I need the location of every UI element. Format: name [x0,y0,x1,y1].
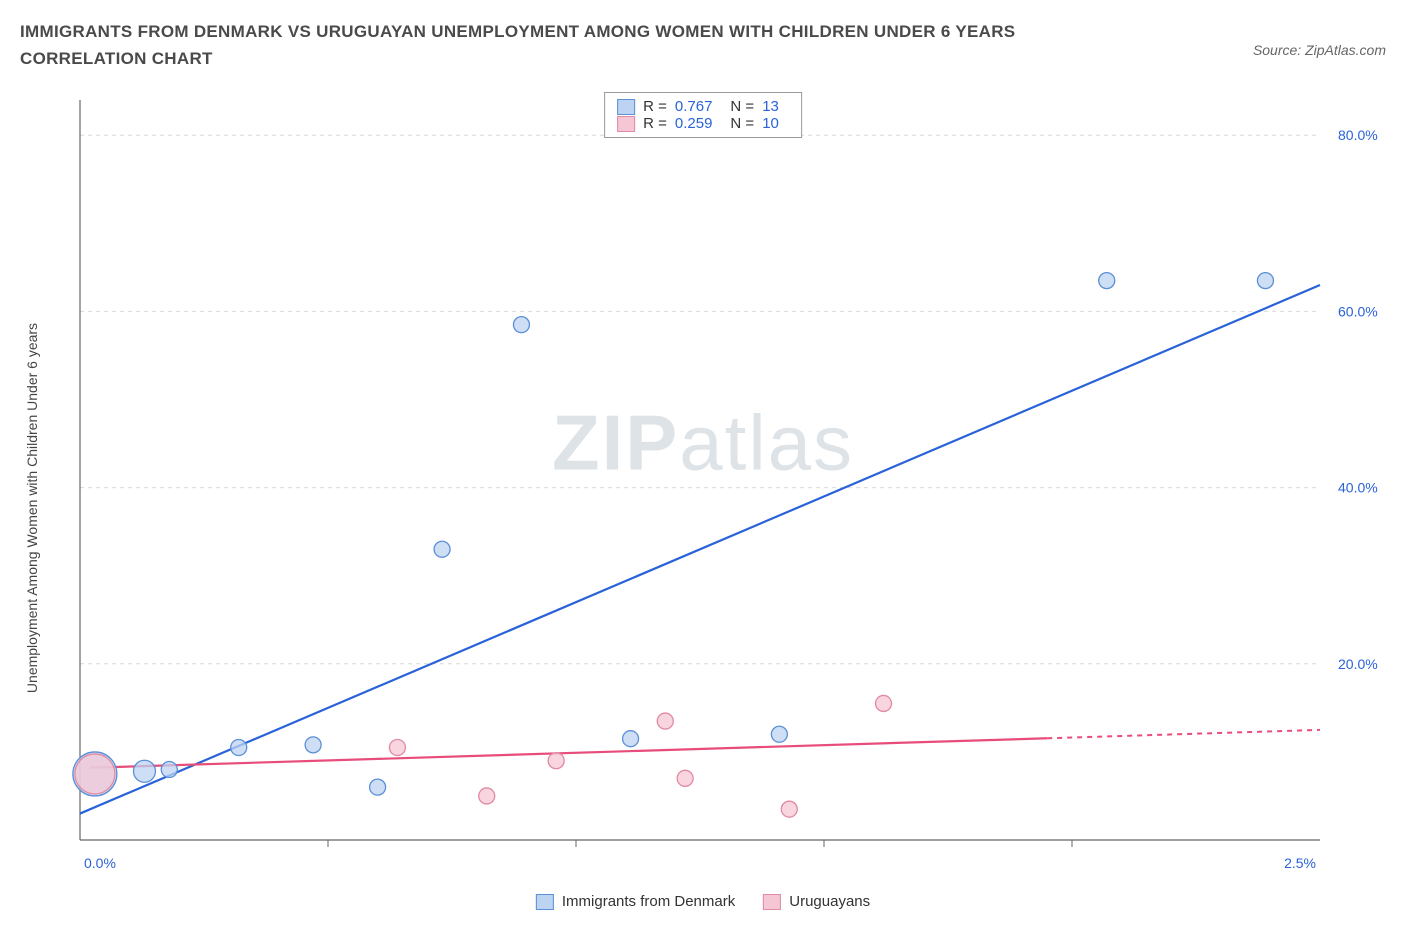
legend-stats-row-2: R = 0.259 N = 10 [617,115,789,132]
y-tick-label: 20.0% [1338,656,1378,672]
x-tick-label: 2.5% [1284,855,1316,871]
data-point-series-1 [1099,273,1115,289]
data-point-series-1 [623,731,639,747]
stat-r-value-1: 0.767 [675,98,713,115]
data-point-series-1 [231,740,247,756]
y-tick-label: 80.0% [1338,127,1378,143]
stat-n-label-2: N = [730,115,754,132]
data-point-series-2 [389,740,405,756]
data-point-series-2 [479,788,495,804]
data-point-series-2 [677,770,693,786]
data-point-series-1 [1257,273,1273,289]
trend-line-1 [80,285,1320,814]
swatch-bottom-1 [536,894,554,910]
y-tick-label: 40.0% [1338,480,1378,496]
data-point-series-1 [370,779,386,795]
trend-line-2-dash [1047,730,1320,738]
legend-item-2: Uruguayans [763,893,870,910]
swatch-series-2 [617,116,635,132]
legend-stats: R = 0.767 N = 13 R = 0.259 N = 10 [604,92,802,138]
data-point-series-1 [161,762,177,778]
stat-r-value-2: 0.259 [675,115,713,132]
data-point-series-2 [548,753,564,769]
chart-title: IMMIGRANTS FROM DENMARK VS URUGUAYAN UNE… [20,18,1120,72]
data-point-series-2 [657,713,673,729]
data-point-series-2 [876,695,892,711]
legend-series: Immigrants from Denmark Uruguayans [536,893,870,910]
data-point-series-1 [771,726,787,742]
data-point-series-1 [513,317,529,333]
data-point-series-1 [434,541,450,557]
y-tick-label: 60.0% [1338,303,1378,319]
stat-r-label-2: R = [643,115,667,132]
data-point-series-2 [781,801,797,817]
chart-container: Unemployment Among Women with Children U… [20,90,1386,910]
x-tick-label: 0.0% [84,855,116,871]
legend-stats-row-1: R = 0.767 N = 13 [617,98,789,115]
scatter-chart: 20.0% 40.0% 60.0% 80.0% 0.0% 2.5% [20,90,1386,900]
legend-item-1: Immigrants from Denmark [536,893,735,910]
stat-r-label-1: R = [643,98,667,115]
stat-n-value-2: 10 [762,115,779,132]
stat-n-label-1: N = [730,98,754,115]
data-point-series-1 [133,760,155,782]
legend-label-1: Immigrants from Denmark [562,893,735,910]
source-label: Source: ZipAtlas.com [1253,42,1386,58]
y-axis-label: Unemployment Among Women with Children U… [24,323,40,693]
swatch-series-1 [617,99,635,115]
swatch-bottom-2 [763,894,781,910]
data-point-series-2 [75,754,115,794]
stat-n-value-1: 13 [762,98,779,115]
data-point-series-1 [305,737,321,753]
legend-label-2: Uruguayans [789,893,870,910]
